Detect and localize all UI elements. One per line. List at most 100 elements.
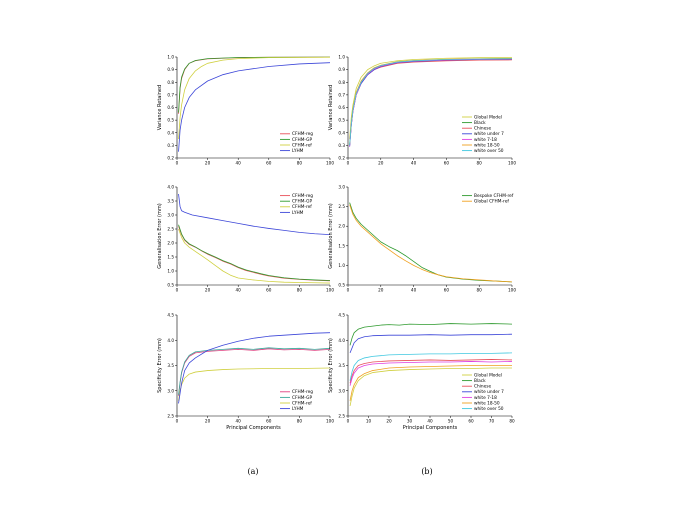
legend-entry: Black xyxy=(474,120,486,126)
y-tick-label: 0.7 xyxy=(338,92,345,97)
legend-entry: LYHM xyxy=(292,406,304,412)
x-tick-label: 20 xyxy=(205,288,211,293)
y-axis-title: Generalisation Error (mm) xyxy=(157,203,163,268)
x-tick-label: 40 xyxy=(236,161,242,166)
y-tick-label: 1.5 xyxy=(167,255,174,260)
x-tick-label: 100 xyxy=(508,161,516,166)
legend-entry: Chinese xyxy=(474,126,492,132)
legend-entry: CFHM-reg xyxy=(292,389,313,395)
legend-entry: Black xyxy=(474,378,486,384)
y-tick-label: 0.8 xyxy=(167,80,174,85)
x-tick-label: 60 xyxy=(266,161,272,166)
series-line-white-over-50 xyxy=(349,352,513,381)
x-tick-label: 10 xyxy=(366,419,372,424)
y-tick-label: 0.3 xyxy=(167,143,174,148)
series-line-white-7-18 xyxy=(349,361,513,386)
legend-entry: white 18-50 xyxy=(474,400,500,406)
series-line-cfhm-ref xyxy=(178,228,331,284)
legend-entry: LYHM xyxy=(292,148,304,154)
x-tick-label: 80 xyxy=(297,288,303,293)
y-tick-label: 3.5 xyxy=(338,363,345,368)
series-line-white-18-50 xyxy=(349,365,512,401)
y-tick-label: 2.0 xyxy=(338,224,345,229)
y-tick-label: 4.0 xyxy=(167,338,174,343)
x-tick-label: 70 xyxy=(489,419,495,424)
y-tick-label: 0.4 xyxy=(167,130,174,135)
chart-b2: 0 20 40 60 80 100 0.5 1.0 1.5 2.0 2.5 3.0 Generalisa… xyxy=(328,185,516,293)
y-tick-label: 0.3 xyxy=(338,143,345,148)
y-tick-label: 0.9 xyxy=(167,67,174,72)
x-tick-label: 60 xyxy=(266,288,272,293)
y-axis-title: Variance Retained xyxy=(328,85,334,130)
legend-entry: white under 7 xyxy=(474,389,504,395)
y-tick-label: 1.5 xyxy=(338,243,345,248)
y-tick-label: 3.0 xyxy=(167,213,174,218)
series-line-black xyxy=(349,323,513,346)
x-tick-label: 100 xyxy=(326,161,334,166)
y-tick-label: 4.5 xyxy=(167,313,174,318)
legend-entry: Chinese xyxy=(474,384,492,390)
y-tick-label: 0.2 xyxy=(167,156,174,161)
y-tick-label: 0.5 xyxy=(338,283,345,288)
chart-a3: 0 20 40 60 80 100 2.5 3.0 3.5 4.0 4.5 Specificity E… xyxy=(157,313,334,432)
y-tick-label: 3.0 xyxy=(167,388,174,393)
series-line-bespoke-cfhm-ref xyxy=(349,202,513,283)
x-tick-label: 60 xyxy=(468,419,474,424)
y-tick-label: 3.5 xyxy=(167,199,174,204)
y-tick-label: 0.5 xyxy=(338,118,345,123)
y-tick-label: 2.5 xyxy=(338,414,345,419)
y-tick-label: 4.5 xyxy=(338,313,345,318)
y-tick-label: 4.0 xyxy=(167,185,174,190)
series-line-cfhm-gp xyxy=(178,347,331,395)
series-line-cfhm-reg xyxy=(178,226,331,282)
x-tick-label: 20 xyxy=(205,161,211,166)
legend-entry: Global CFHM-ref xyxy=(474,199,509,205)
series-line-cfhm-gp xyxy=(178,56,331,113)
y-tick-label: 3.0 xyxy=(338,388,345,393)
y-tick-label: 0.5 xyxy=(167,283,174,288)
series-line-global-model xyxy=(349,367,512,406)
y-tick-label: 4.0 xyxy=(338,338,345,343)
series-line-lyhm xyxy=(178,332,331,404)
series-line-lyhm xyxy=(178,62,331,152)
x-tick-label: 0 xyxy=(176,419,179,424)
series-line-cfhm-gp xyxy=(178,224,331,281)
series-line-chinese xyxy=(349,359,513,384)
y-tick-label: 1.0 xyxy=(167,55,174,60)
x-tick-label: 30 xyxy=(407,419,413,424)
y-tick-label: 2.5 xyxy=(338,204,345,209)
legend-entry: white 18-50 xyxy=(474,142,500,148)
x-axis-title: Principal Components xyxy=(226,425,281,431)
chart-b1: 0 20 40 60 80 100 0.2 0.3 0.4 0.5 0.6 0.7 0.8 0.9 1.0 V… xyxy=(328,55,516,166)
legend-entry: LYHM xyxy=(292,210,304,216)
x-tick-label: 60 xyxy=(266,419,272,424)
y-axis-title: Specificity Error (mm) xyxy=(328,338,334,393)
x-axis-title: Principal Components xyxy=(403,425,458,431)
y-tick-label: 1.0 xyxy=(338,55,345,60)
y-tick-label: 2.5 xyxy=(167,227,174,232)
x-tick-label: 40 xyxy=(427,419,433,424)
y-axis-title: Specificity Error (mm) xyxy=(157,338,163,393)
x-tick-label: 0 xyxy=(347,288,350,293)
y-tick-label: 1.0 xyxy=(338,263,345,268)
legend-entry: CFHM-GP xyxy=(292,395,312,401)
y-tick-label: 0.6 xyxy=(167,105,174,110)
x-tick-label: 40 xyxy=(236,419,242,424)
y-tick-label: 0.9 xyxy=(338,67,345,72)
x-tick-label: 80 xyxy=(297,161,303,166)
series-line-cfhm-ref xyxy=(178,56,331,140)
legend-entry: white 7-18 xyxy=(474,395,497,401)
y-tick-label: 0.7 xyxy=(167,92,174,97)
x-tick-label: 80 xyxy=(477,161,483,166)
x-tick-label: 100 xyxy=(508,288,516,293)
series-line-cfhm-reg xyxy=(178,348,331,396)
x-tick-label: 60 xyxy=(444,288,450,293)
legend-entry: CFHM-ref xyxy=(292,142,312,148)
panel-label-b: (b) xyxy=(421,467,432,476)
x-tick-label: 20 xyxy=(205,419,211,424)
y-axis-title: Generalisation Error (mm) xyxy=(328,203,334,268)
legend-entry: CFHM-GP xyxy=(292,137,312,143)
legend-entry: white over 50 xyxy=(474,148,504,154)
series-line-lyhm xyxy=(178,193,331,235)
